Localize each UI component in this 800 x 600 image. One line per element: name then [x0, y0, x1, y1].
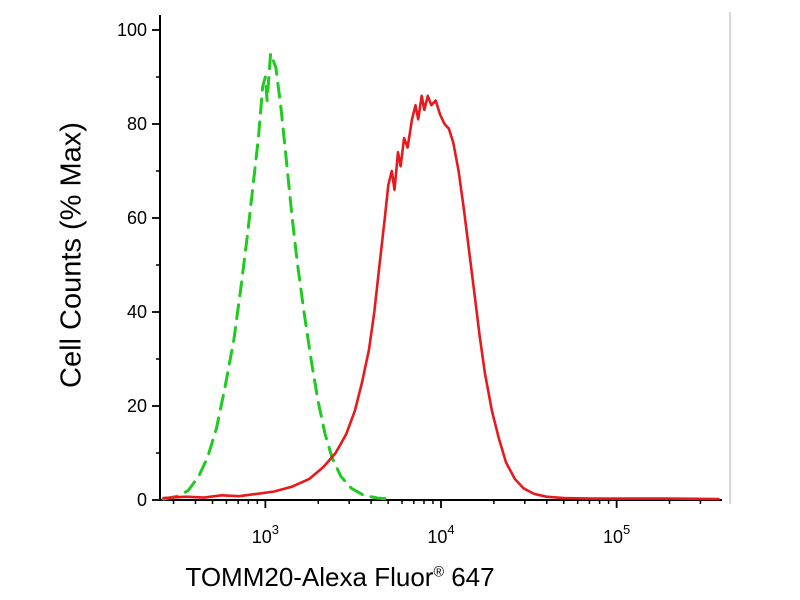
y-tick-label: 40 [127, 302, 147, 322]
x-axis-label-suffix: 647 [443, 562, 495, 592]
red-solid-curve [162, 94, 720, 501]
green-dashed-curve [162, 52, 394, 501]
crop-artifact-line [729, 12, 731, 504]
y-tick-label: 20 [127, 396, 147, 416]
y-tick-label: 60 [127, 208, 147, 228]
registered-trademark-symbol: ® [433, 564, 444, 581]
x-tick-label: 104 [427, 522, 454, 547]
y-tick-label: 100 [117, 20, 147, 40]
y-tick-label: 80 [127, 114, 147, 134]
y-tick-label: 0 [137, 490, 147, 510]
y-axis-label: Cell Counts (% Max) [55, 122, 88, 388]
x-axis-label-text: TOMM20-Alexa Fluor [185, 562, 434, 592]
x-tick-label: 103 [252, 522, 279, 547]
x-tick-label: 105 [603, 522, 630, 547]
x-axis-label: TOMM20-Alexa Fluor® 647 [185, 562, 494, 593]
